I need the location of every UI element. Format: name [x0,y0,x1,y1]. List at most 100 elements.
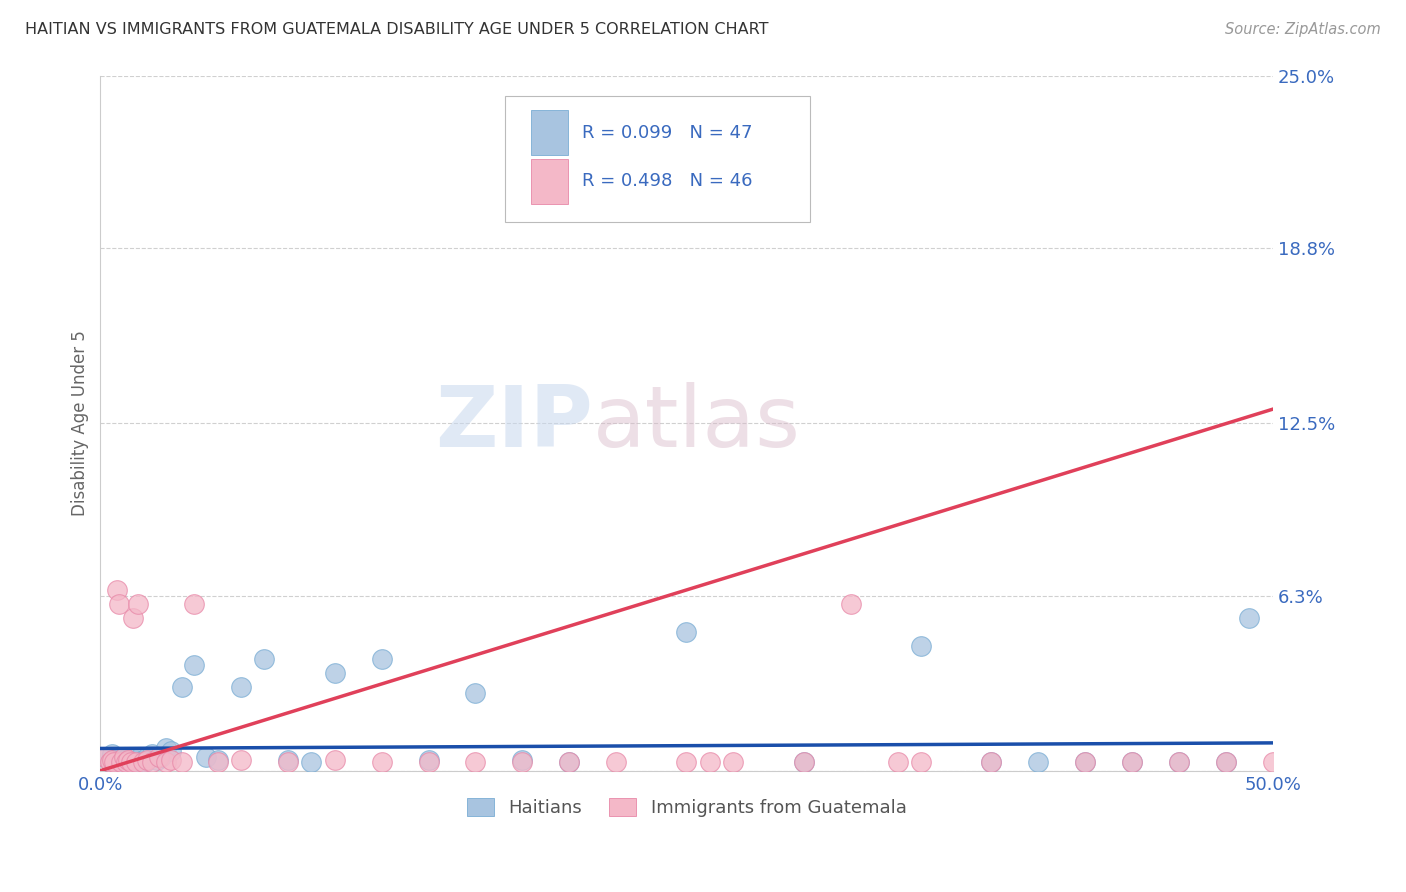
Point [159,744,181,758]
Point [723,756,745,770]
Point [117,753,139,767]
Point [108,597,131,611]
Point [112,749,135,764]
Point [207,756,229,770]
Point [112,753,135,767]
Point [1215,756,1237,770]
Point [1167,756,1189,770]
Point [277,753,299,767]
Point [323,666,346,681]
FancyBboxPatch shape [530,111,568,155]
Point [127,597,149,611]
Point [117,753,139,767]
Point [675,756,697,770]
Point [141,756,163,770]
Point [136,749,159,764]
Point [886,756,908,770]
Point [120,749,142,764]
Point [155,741,177,756]
Text: ZIP: ZIP [434,382,593,465]
Text: HAITIAN VS IMMIGRANTS FROM GUATEMALA DISABILITY AGE UNDER 5 CORRELATION CHART: HAITIAN VS IMMIGRANTS FROM GUATEMALA DIS… [25,22,769,37]
Text: R = 0.099   N = 47: R = 0.099 N = 47 [582,123,752,142]
Point [418,756,440,770]
Point [699,756,721,770]
Point [558,756,581,770]
Point [94,749,117,764]
Text: atlas: atlas [593,382,800,465]
Point [1026,756,1049,770]
Point [839,597,862,611]
Point [464,756,486,770]
Point [124,753,146,767]
Point [229,753,252,767]
Y-axis label: Disability Age Under 5: Disability Age Under 5 [72,330,89,516]
Point [105,582,128,597]
Point [120,756,142,770]
Point [1074,756,1097,770]
Point [141,747,163,761]
Point [131,753,153,767]
Point [131,756,153,770]
FancyBboxPatch shape [530,159,568,204]
Point [299,756,322,770]
Point [94,749,117,764]
Point [207,753,229,767]
FancyBboxPatch shape [505,96,810,221]
Point [910,756,932,770]
Point [980,756,1002,770]
Point [323,753,346,767]
Point [229,680,252,694]
Point [793,756,815,770]
Point [605,756,627,770]
Point [1261,756,1284,770]
Point [159,753,181,767]
Point [512,753,534,767]
Point [1074,756,1097,770]
Point [129,749,152,764]
Point [136,753,159,767]
Point [183,597,205,611]
Point [675,624,697,639]
Point [124,756,146,770]
Point [101,747,124,761]
Point [512,756,534,770]
Point [172,756,194,770]
Point [134,756,156,770]
Point [183,658,205,673]
Point [418,753,440,767]
Point [194,749,217,764]
Point [122,756,145,770]
Point [370,652,392,666]
Point [110,756,132,770]
Point [1215,756,1237,770]
Text: Source: ZipAtlas.com: Source: ZipAtlas.com [1225,22,1381,37]
Legend: Haitians, Immigrants from Guatemala: Haitians, Immigrants from Guatemala [460,790,914,824]
Point [98,756,121,770]
Point [105,756,128,770]
Point [108,749,131,764]
Point [910,639,932,653]
Point [122,611,145,625]
Point [277,756,299,770]
Point [1237,611,1260,625]
Point [172,680,194,694]
Point [155,756,177,770]
Point [769,152,792,166]
Point [1121,756,1143,770]
Point [145,753,167,767]
Point [558,756,581,770]
Point [370,756,392,770]
Point [101,753,124,767]
Text: R = 0.498   N = 46: R = 0.498 N = 46 [582,172,752,190]
Point [980,756,1002,770]
Point [793,756,815,770]
Point [464,686,486,700]
Point [115,756,138,770]
Point [1167,756,1189,770]
Point [148,749,170,764]
Point [98,756,121,770]
Point [127,756,149,770]
Point [115,756,138,770]
Point [103,753,125,767]
Point [103,756,125,770]
